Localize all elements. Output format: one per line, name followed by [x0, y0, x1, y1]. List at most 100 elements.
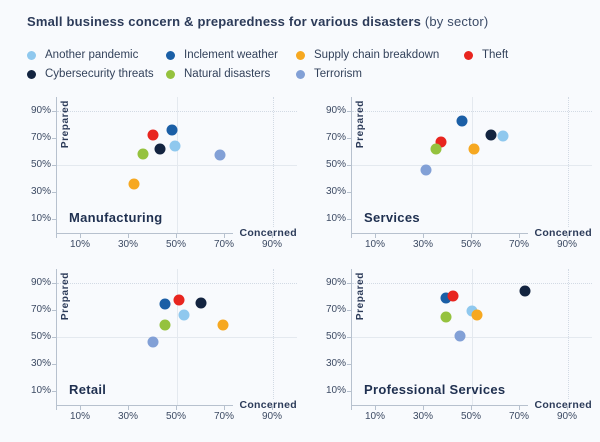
gridline-vertical-50 — [472, 97, 473, 233]
x-tick-mark — [224, 406, 225, 410]
data-point-supply-chain-breakdown — [468, 143, 480, 155]
legend-dot-icon — [296, 50, 305, 60]
gridline-vertical-50 — [177, 269, 178, 405]
gridline-horizontal-90 — [352, 282, 592, 284]
plot-area: Prepared Services Concerned — [351, 97, 592, 239]
gridline-horizontal-90 — [352, 110, 592, 112]
y-tick-label: 30% — [325, 186, 346, 198]
y-tick-label: 50% — [30, 159, 51, 170]
plot-area: Prepared Retail Concerned — [56, 269, 297, 411]
y-axis-label: Prepared — [60, 272, 71, 321]
data-point-supply-chain-breakdown — [128, 178, 140, 190]
data-point-natural-disasters — [137, 148, 149, 160]
data-point-another-pandemic — [497, 130, 509, 142]
y-tick-mark — [52, 110, 56, 112]
data-point-cybersecurity-threats — [195, 297, 207, 309]
gridline-horizontal-50 — [57, 165, 297, 166]
data-point-theft — [435, 136, 447, 148]
x-tick-mark — [272, 234, 273, 238]
y-tick-mark — [347, 364, 351, 366]
legend-label: Another pandemic — [45, 49, 139, 61]
x-tick-label: 90% — [261, 239, 282, 250]
y-axis-tail — [56, 233, 57, 238]
x-tick-label: 70% — [213, 411, 234, 422]
data-point-inclement-weather — [166, 124, 178, 136]
x-tick-mark — [375, 406, 376, 410]
gridline-horizontal-50 — [352, 337, 592, 338]
plot-area: Prepared Manufacturing Concerned — [56, 97, 297, 239]
y-tick-mark — [52, 137, 56, 139]
y-tick-mark — [347, 219, 351, 221]
legend-item-supply-chain-breakdown: Supply chain breakdown — [296, 49, 464, 61]
data-point-inclement-weather — [456, 115, 468, 127]
panel-title: Manufacturing — [69, 210, 163, 225]
y-axis-label: Prepared — [355, 272, 366, 321]
plot-area: Prepared Professional Services Concerned — [351, 269, 592, 411]
gridline-vertical-90 — [273, 97, 274, 233]
legend-dot-icon — [27, 50, 36, 60]
y-axis-tail — [351, 233, 352, 238]
y-axis-tail — [351, 405, 352, 410]
x-tick-label: 50% — [165, 239, 186, 250]
panel-title: Retail — [69, 382, 107, 397]
y-tick-label: 70% — [325, 131, 346, 143]
data-point-natural-disasters — [430, 143, 442, 155]
data-point-another-pandemic — [178, 309, 190, 321]
data-point-natural-disasters — [440, 311, 452, 323]
x-tick-mark — [423, 406, 424, 410]
legend-label: Natural disasters — [184, 68, 271, 80]
y-tick-mark — [52, 337, 56, 338]
data-point-cybersecurity-threats — [519, 285, 531, 297]
y-tick-label: 50% — [30, 331, 51, 342]
legend-item-natural-disasters: Natural disasters — [166, 68, 296, 80]
data-point-supply-chain-breakdown — [471, 309, 483, 321]
x-tick-label: 70% — [213, 239, 234, 250]
y-tick-mark — [52, 364, 56, 366]
y-tick-label: 30% — [30, 358, 51, 370]
y-tick-mark — [347, 110, 351, 112]
chart-panel-services: Prepared Services Concerned 10% 30% 50% 70%… — [319, 95, 600, 255]
legend-label: Terrorism — [314, 68, 362, 80]
legend-label: Cybersecurity threats — [45, 68, 154, 80]
y-tick-mark — [347, 192, 351, 194]
y-tick-label: 30% — [30, 186, 51, 198]
legend-label: Inclement weather — [184, 49, 278, 61]
gridline-vertical-50 — [177, 97, 178, 233]
x-axis-label: Concerned — [528, 399, 592, 411]
x-tick-mark — [471, 406, 472, 410]
x-tick-mark — [375, 234, 376, 238]
x-tick-mark — [567, 406, 568, 410]
y-tick-mark — [347, 282, 351, 284]
x-tick-label: 30% — [117, 239, 138, 250]
data-point-terrorism — [454, 330, 466, 342]
legend-dot-icon — [464, 50, 473, 60]
y-tick-label: 90% — [325, 104, 346, 116]
gridline-vertical-90 — [568, 269, 569, 405]
x-tick-label: 50% — [165, 411, 186, 422]
y-tick-mark — [347, 391, 351, 393]
x-tick-mark — [176, 406, 177, 410]
x-axis-label: Concerned — [233, 227, 297, 239]
x-tick-label: 90% — [261, 411, 282, 422]
x-tick-mark — [272, 406, 273, 410]
x-tick-label: 70% — [508, 411, 529, 422]
x-tick-label: 50% — [460, 411, 481, 422]
x-axis-label: Concerned — [233, 399, 297, 411]
legend-item-cybersecurity-threats: Cybersecurity threats — [27, 68, 166, 80]
gridline-vertical-90 — [568, 97, 569, 233]
data-point-theft — [147, 129, 159, 141]
data-point-terrorism — [147, 336, 159, 348]
y-tick-mark — [347, 165, 351, 166]
y-axis-tail — [56, 405, 57, 410]
data-point-theft — [447, 290, 459, 302]
legend-dot-icon — [166, 69, 175, 79]
y-tick-label: 10% — [325, 213, 346, 225]
chart-panel-manufacturing: Prepared Manufacturing Concerned 10% 30% 5… — [24, 95, 305, 255]
y-tick-label: 70% — [30, 131, 51, 143]
y-tick-mark — [347, 137, 351, 139]
x-tick-label: 30% — [117, 411, 138, 422]
data-point-another-pandemic — [169, 140, 181, 152]
gridline-horizontal-90 — [57, 110, 297, 112]
data-point-cybersecurity-threats — [154, 143, 166, 155]
